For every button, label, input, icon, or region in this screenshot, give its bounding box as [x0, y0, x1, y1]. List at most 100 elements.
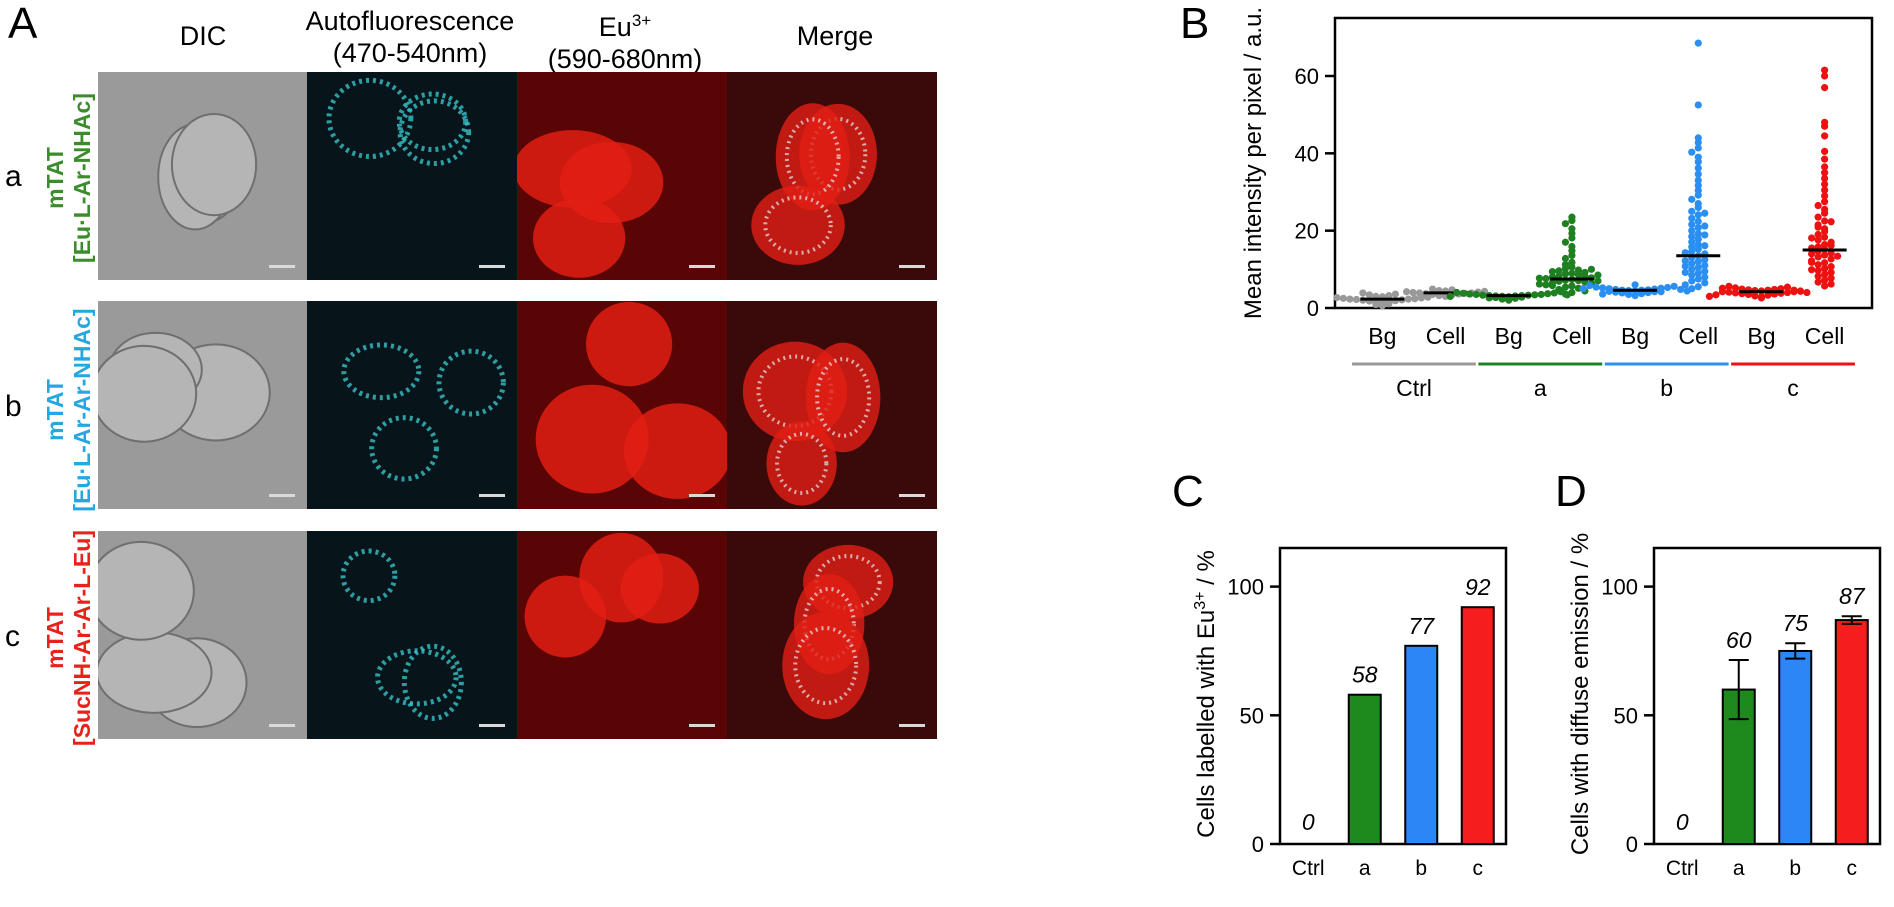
tile-background	[307, 72, 517, 280]
column-header-merge-text: Merge	[796, 21, 874, 51]
data-point	[1542, 281, 1550, 289]
x-category-label: Bg	[1368, 323, 1396, 349]
data-point	[1701, 242, 1709, 250]
micrograph-auto-row-b	[307, 301, 517, 509]
data-point	[1688, 195, 1696, 203]
y-axis-label: Cells with diffuse emission / %	[1567, 533, 1594, 855]
data-point	[1694, 181, 1702, 190]
data-point	[1803, 288, 1811, 297]
data-point	[1821, 84, 1829, 92]
y-tick-label: 0	[1307, 296, 1319, 321]
data-point	[1814, 236, 1822, 244]
value-label: 0	[1676, 809, 1689, 835]
data-point	[1542, 275, 1550, 283]
data-point	[1694, 138, 1702, 147]
data-point	[1694, 263, 1702, 271]
data-point	[1409, 288, 1417, 297]
data-point	[1459, 289, 1467, 297]
data-point	[1821, 276, 1829, 284]
bar	[1347, 693, 1382, 845]
row-label-line1: mTAT	[42, 147, 68, 209]
data-point	[1731, 284, 1740, 292]
data-point	[1378, 299, 1386, 307]
data-point	[1783, 288, 1792, 297]
micrograph-svg	[98, 72, 307, 280]
data-point	[1594, 271, 1602, 279]
scale-bar	[479, 265, 505, 268]
value-label: 92	[1465, 574, 1491, 600]
cell-shape	[782, 611, 870, 720]
data-point	[1701, 222, 1709, 230]
data-point	[1821, 180, 1829, 188]
value-label: 87	[1839, 583, 1866, 609]
data-point	[1821, 259, 1829, 267]
data-point	[1479, 291, 1487, 299]
value-label: 75	[1782, 610, 1808, 636]
cell-shape	[170, 112, 258, 217]
data-point	[1821, 227, 1829, 236]
data-point	[1688, 285, 1696, 293]
data-point	[1827, 218, 1835, 226]
data-point	[1568, 282, 1576, 290]
data-point	[1705, 292, 1714, 300]
data-point	[1605, 285, 1613, 293]
scale-bar	[479, 724, 505, 727]
data-point	[1657, 288, 1665, 296]
data-point	[1834, 252, 1842, 260]
data-point	[1561, 254, 1570, 263]
scale-bar	[269, 494, 295, 497]
data-point	[1821, 217, 1829, 225]
cell-shape	[815, 357, 872, 438]
data-point	[1821, 251, 1829, 259]
data-point	[1676, 285, 1685, 294]
column-header-line1: Eu3+	[520, 5, 730, 43]
micrograph-eu-row-b	[517, 301, 727, 509]
data-point	[1808, 258, 1816, 266]
data-point	[1415, 289, 1424, 297]
data-point	[1579, 285, 1587, 293]
data-point	[1694, 223, 1702, 232]
row-label-c: mTAT [SucNH-Ar-Ar-L-Eu]	[42, 518, 98, 758]
data-point	[1561, 270, 1570, 278]
micrograph-svg	[517, 301, 727, 509]
data-point	[1701, 273, 1709, 281]
x-category-label: Bg	[1747, 323, 1775, 349]
row-label-line2: [Eu·L-Ar-NHAc]	[69, 93, 95, 263]
data-point	[1701, 256, 1709, 264]
micrograph-eu-row-c	[517, 531, 727, 739]
group-label: c	[1787, 375, 1799, 401]
data-point	[1694, 39, 1702, 47]
micrograph-svg	[98, 531, 307, 739]
micrograph-svg	[307, 301, 517, 509]
data-point	[1821, 169, 1829, 177]
x-category-label: Cell	[1552, 323, 1592, 349]
data-point	[1814, 272, 1822, 280]
y-tick-label: 50	[1240, 703, 1264, 728]
cell-shape	[369, 415, 439, 482]
micrograph-dic-row-b	[98, 301, 307, 509]
cell-shape	[326, 77, 414, 159]
scale-bar	[269, 265, 295, 268]
tile-background	[307, 301, 517, 509]
data-point	[1814, 213, 1822, 221]
data-point	[1688, 265, 1696, 273]
data-point	[1827, 255, 1835, 263]
data-point	[1568, 263, 1576, 271]
x-category-label: a	[1733, 857, 1745, 880]
data-point	[1555, 285, 1563, 294]
bar	[1834, 619, 1869, 845]
row-label-line1: mTAT	[42, 379, 68, 441]
column-header-dic: DIC	[98, 20, 308, 52]
cell-shape	[524, 575, 607, 658]
data-point	[1453, 288, 1461, 297]
y-axis-label-tail: / %	[1193, 550, 1220, 591]
data-point	[1821, 192, 1829, 200]
data-point	[1783, 283, 1792, 291]
data-point	[1821, 209, 1829, 217]
data-point	[1535, 274, 1544, 282]
y-tick-label: 0	[1626, 832, 1638, 857]
data-point	[1688, 259, 1696, 268]
scale-bar	[689, 494, 715, 497]
micrograph-auto-row-a	[307, 72, 517, 280]
data-point	[1821, 264, 1829, 273]
